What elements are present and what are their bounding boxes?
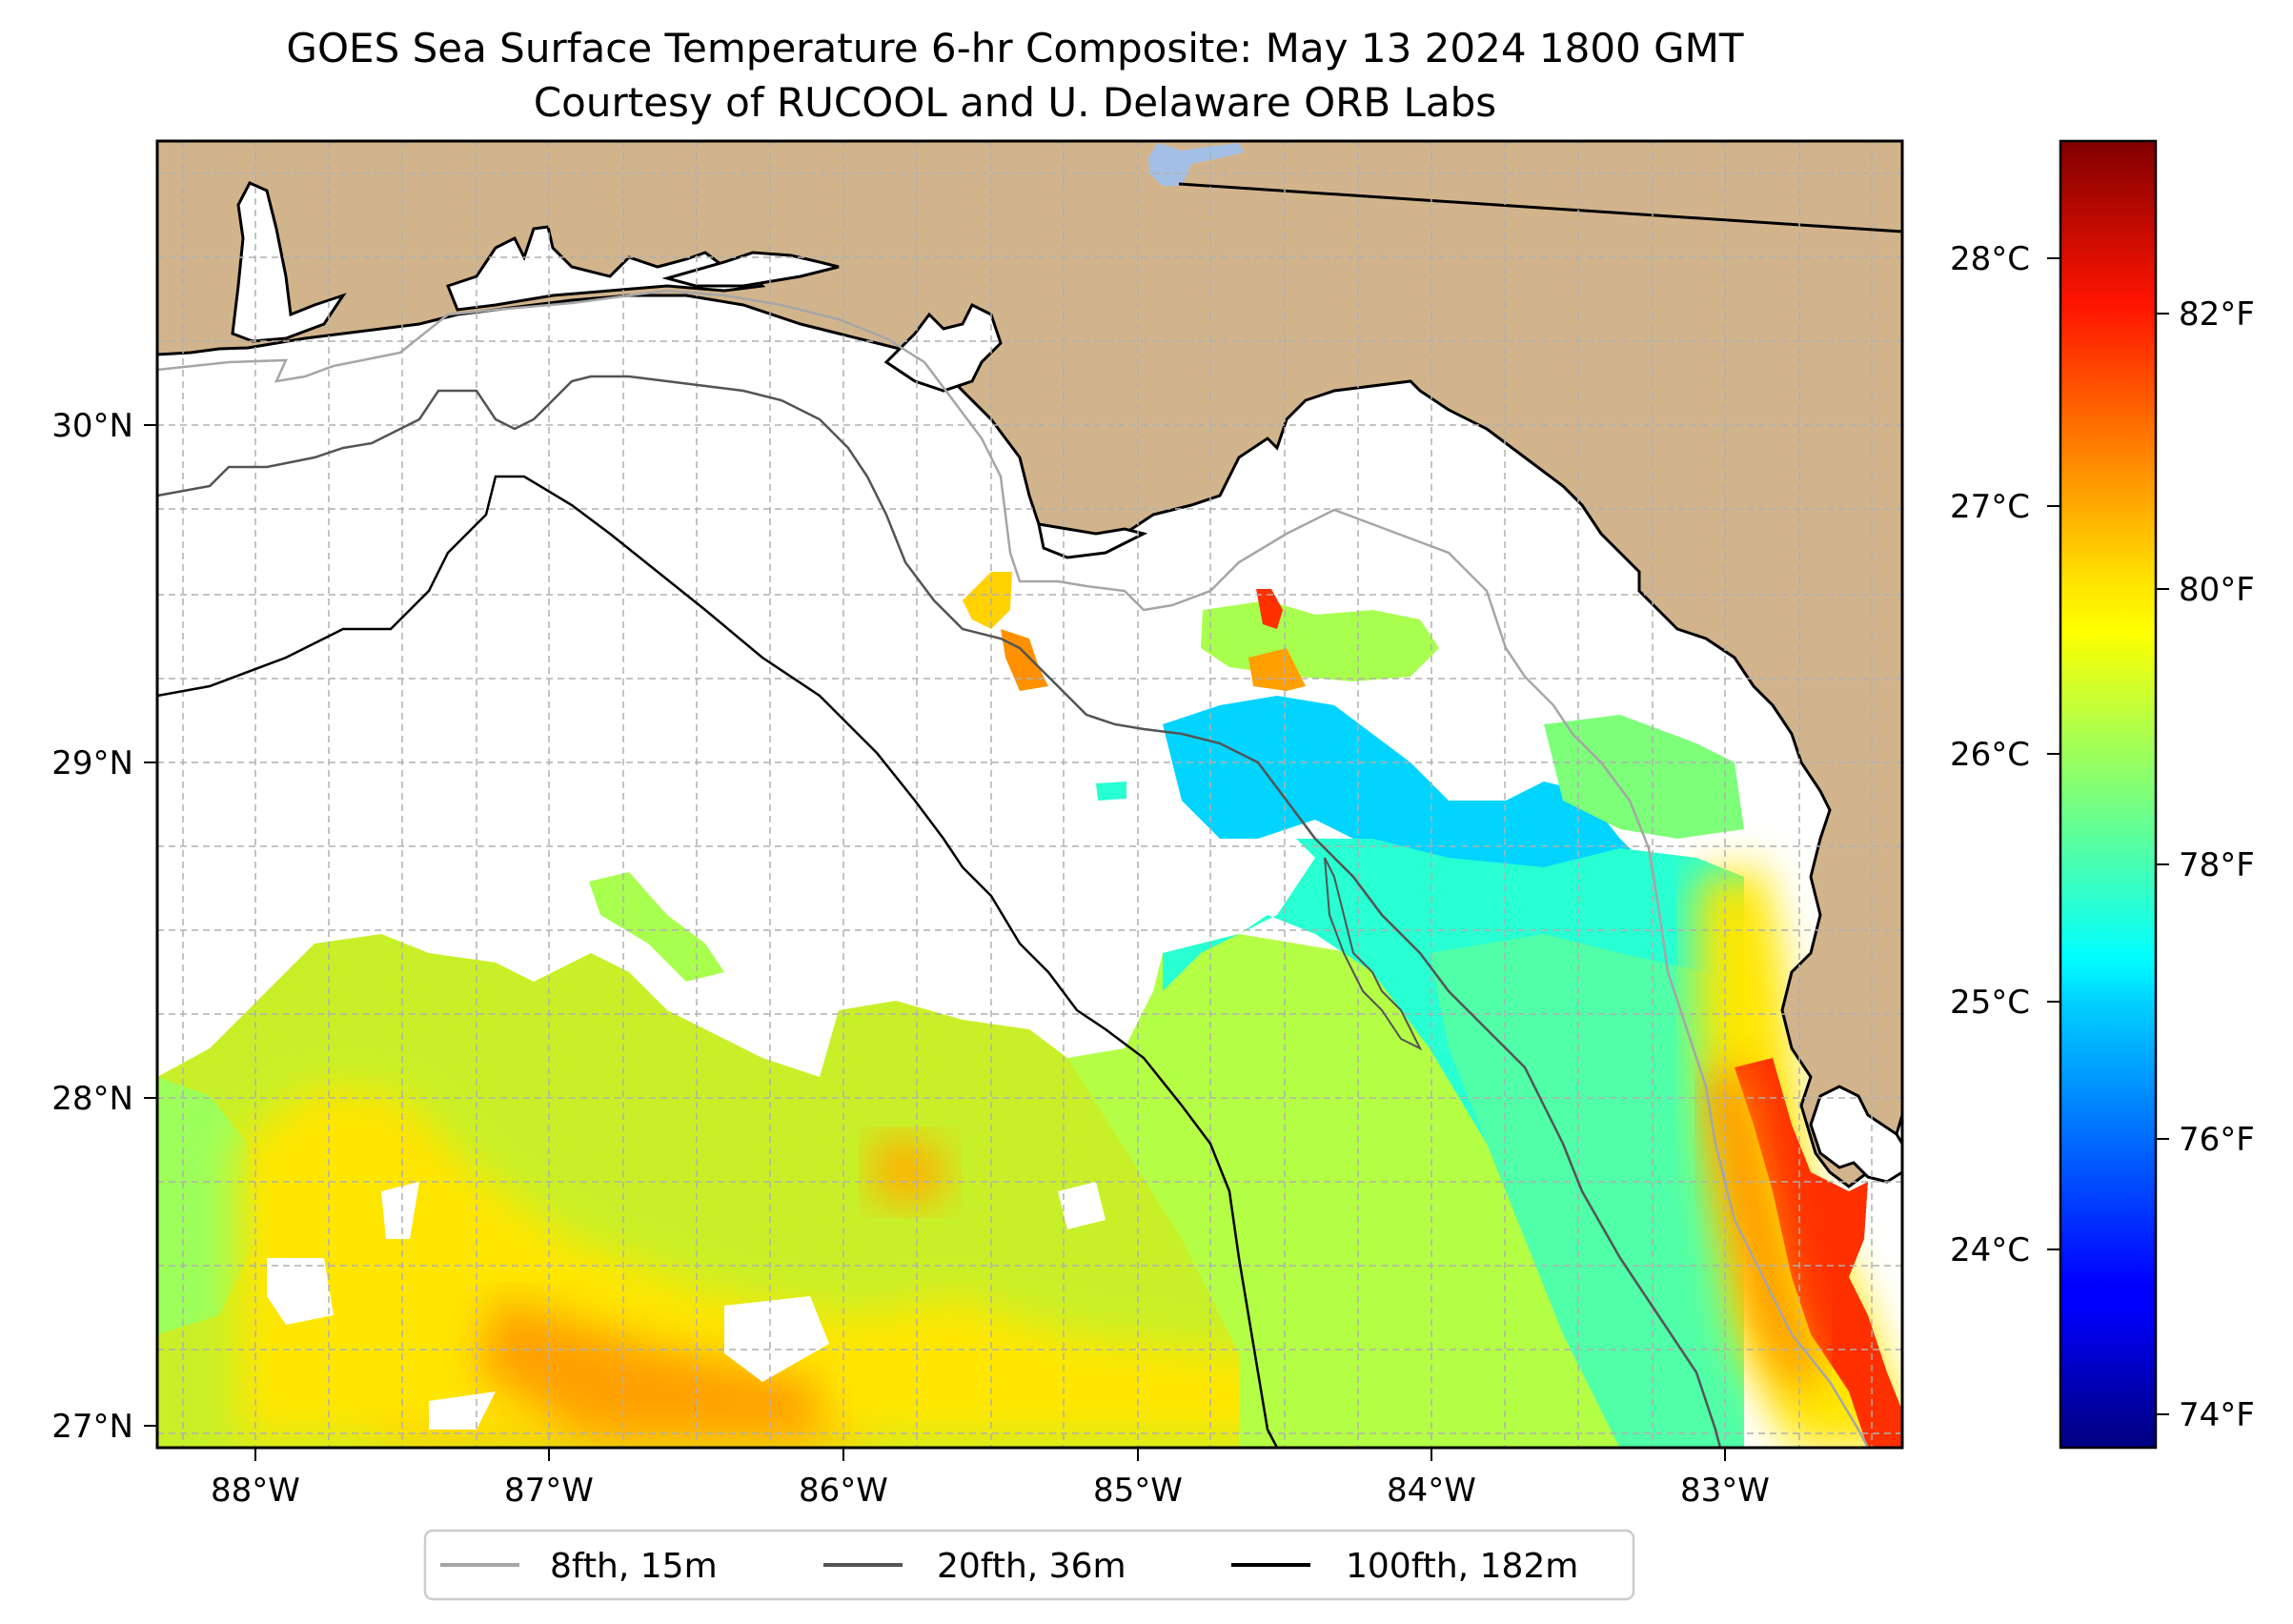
sst-region-east-green (1544, 715, 1744, 839)
colorbar (2059, 139, 2158, 1450)
sst-gap-3 (724, 1296, 829, 1382)
map-title: GOES Sea Surface Temperature 6-hr Compos… (286, 25, 1743, 71)
mobile-bay (231, 181, 347, 343)
cb-label-26c: 26°C (1950, 736, 2030, 774)
cb-label-28c: 28°C (1950, 240, 2030, 278)
sst-region-orange-patch (867, 1134, 953, 1210)
sst-region-central (1067, 934, 1620, 1448)
land (157, 141, 1902, 1188)
isobath-100fth (157, 475, 1279, 1448)
sst-gap-4 (429, 1391, 496, 1430)
land-mainland (157, 141, 1902, 1188)
sst-region-orange-core (477, 1296, 820, 1439)
isobath-8fth (157, 289, 1870, 1448)
y-tick-27n: 27°N (51, 1408, 133, 1446)
apalachicola-bay (1037, 522, 1148, 559)
y-tick-30n: 30°N (51, 407, 133, 445)
tampa-bay (1809, 1085, 1902, 1184)
cb-label-78f: 78°F (2179, 846, 2255, 884)
legend-label-100fth: 100fth, 182m (1346, 1547, 1578, 1586)
sst-patch-big-bend-red (1256, 589, 1283, 629)
sst-region-tampa-coast (1735, 1058, 1902, 1448)
x-tick-87w: 87°W (504, 1472, 594, 1510)
pensacola-bay (446, 225, 766, 312)
sst-gap-1 (267, 1258, 334, 1325)
cb-label-25c: 25°C (1950, 984, 2030, 1022)
cb-label-27c: 27°C (1950, 488, 2030, 526)
x-tick-84w: 84°W (1387, 1472, 1476, 1510)
legend-label-20fth: 20fth, 36m (937, 1547, 1126, 1586)
cb-label-80f: 80°F (2179, 571, 2255, 609)
map-subtitle: Courtesy of RUCOOL and U. Delaware ORB L… (534, 79, 1496, 126)
legend: 8fth, 15m 20fth, 36m 100fth, 182m (423, 1529, 1635, 1601)
isobath-20fth (157, 375, 1722, 1448)
y-tick-29n: 29°N (51, 744, 133, 782)
sst-patch-small (1096, 782, 1126, 801)
x-axis (254, 1448, 1726, 1461)
state-border (1178, 182, 1902, 233)
legend-box (423, 1529, 1635, 1601)
cb-label-74f: 74°F (2179, 1396, 2255, 1434)
sst-patch-apalachicola (963, 572, 1012, 629)
colorbar-celsius-ticks (2047, 257, 2060, 1250)
y-axis (144, 424, 157, 1427)
cb-label-76f: 76°F (2179, 1121, 2255, 1159)
lake (1148, 143, 1244, 186)
sst-region-east-shelf (1430, 934, 1744, 1448)
sst-region-big-bend (1163, 696, 1639, 877)
x-tick-83w: 83°W (1680, 1472, 1770, 1510)
x-tick-88w: 88°W (211, 1472, 300, 1510)
map-frame (155, 139, 1904, 1450)
map-panel (157, 141, 1902, 1448)
colorbar-fahrenheit-ticks (2156, 313, 2169, 1415)
isobaths (157, 289, 1870, 1448)
sst-region-tampa-orange (1706, 1067, 1820, 1391)
choctaw-bay (661, 251, 840, 288)
cb-label-82f: 82°F (2179, 295, 2255, 334)
legend-label-8fth: 8fth, 15m (550, 1547, 718, 1586)
x-tick-85w: 85°W (1093, 1472, 1183, 1510)
cb-label-24c: 24°C (1950, 1231, 2030, 1269)
sst-patch-big-bend-orange (1248, 648, 1306, 691)
sst-gap-2 (381, 1182, 419, 1239)
y-tick-28n: 28°N (51, 1080, 133, 1118)
gridlines (157, 141, 1902, 1448)
x-tick-86w: 86°W (799, 1472, 888, 1510)
sst-gap-5 (1058, 1182, 1106, 1229)
isobath-shoals (1324, 857, 1423, 1051)
